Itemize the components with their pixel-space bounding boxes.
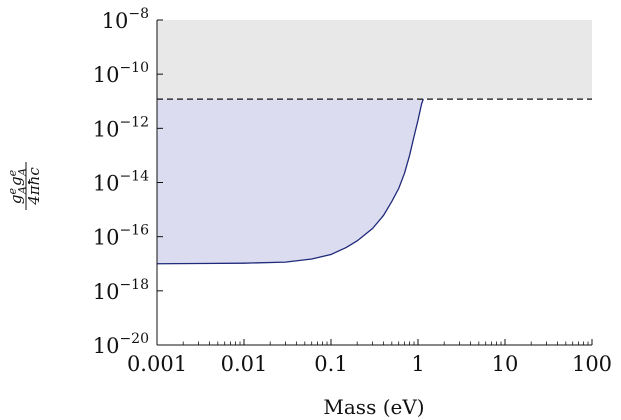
x-axis-label: Mass (eV) bbox=[323, 395, 424, 419]
shaded-regions bbox=[157, 20, 592, 264]
x-tick-label: 0.001 bbox=[127, 352, 187, 376]
x-tick-label: 100 bbox=[572, 352, 612, 376]
exclusion-curve bbox=[156, 98, 424, 265]
y-tick-label: 10−10 bbox=[93, 60, 149, 87]
y-axis-label-denominator: 4πħc bbox=[25, 167, 43, 206]
lower-excluded-region bbox=[157, 99, 424, 264]
x-tick-label: 0.01 bbox=[221, 352, 268, 376]
y-axis-label-numerator: geAgeA bbox=[6, 168, 29, 204]
y-tick-label: 10−12 bbox=[93, 114, 149, 141]
y-tick-label: 10−18 bbox=[93, 277, 149, 304]
x-tick-label: 10 bbox=[492, 352, 519, 376]
y-tick-label: 10−14 bbox=[93, 169, 149, 196]
x-tick-label: 0.1 bbox=[314, 352, 347, 376]
y-tick-label: 10−20 bbox=[93, 331, 149, 358]
x-ticks: 0.001 0.01 0.1 1 10 100 bbox=[127, 339, 612, 376]
x-tick-label: 1 bbox=[411, 352, 424, 376]
y-tick-label: 10−16 bbox=[93, 223, 149, 250]
series-layer bbox=[156, 98, 592, 265]
y-tick-label: 10−8 bbox=[102, 6, 149, 33]
upper-excluded-region bbox=[157, 20, 592, 100]
y-axis-label: geAgeA 4πħc bbox=[6, 162, 43, 210]
y-ticks: 10−20 10−18 10−16 10−14 10−12 10−10 10−8 bbox=[93, 6, 163, 358]
